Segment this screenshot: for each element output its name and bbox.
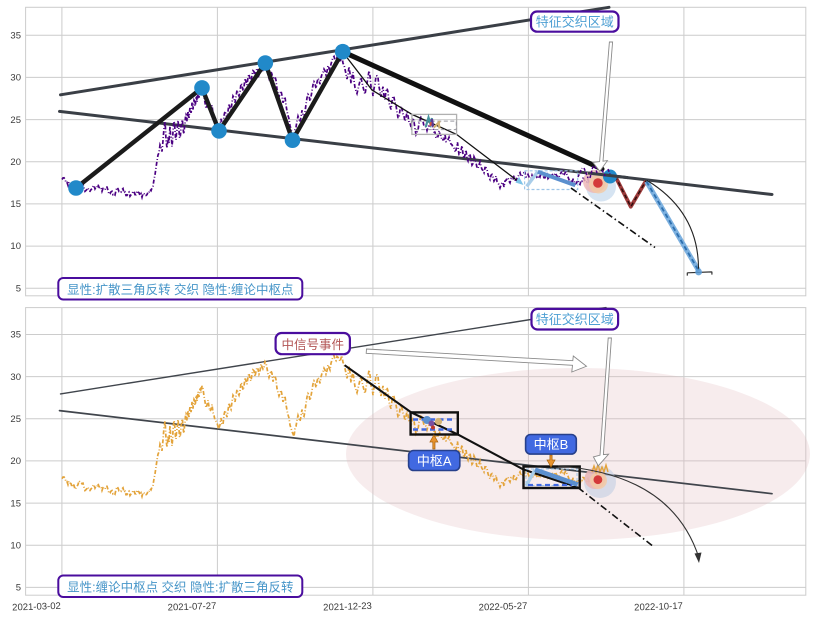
svg-text:30: 30 <box>10 372 21 383</box>
svg-text:2022-10-17: 2022-10-17 <box>634 601 683 614</box>
svg-text:5: 5 <box>16 283 21 294</box>
svg-text:30: 30 <box>10 73 21 84</box>
svg-text:25: 25 <box>10 115 21 126</box>
svg-text:中枢A: 中枢A <box>417 453 452 468</box>
svg-text:25: 25 <box>10 414 21 425</box>
svg-text:显性:缠论中枢点 交织 隐性:扩散三角反转: 显性:缠论中枢点 交织 隐性:扩散三角反转 <box>67 579 293 594</box>
svg-text:10: 10 <box>10 541 21 552</box>
svg-text:2021-12-23: 2021-12-23 <box>323 601 372 614</box>
svg-text:10: 10 <box>10 241 21 252</box>
svg-text:特征交织区域: 特征交织区域 <box>536 312 614 327</box>
svg-text:2021-07-27: 2021-07-27 <box>168 601 217 614</box>
svg-text:2022-05-27: 2022-05-27 <box>479 601 528 614</box>
svg-text:显性:扩散三角反转 交织 隐性:缠论中枢点: 显性:扩散三角反转 交织 隐性:缠论中枢点 <box>67 282 293 297</box>
svg-text:15: 15 <box>10 199 21 210</box>
svg-text:中信号事件: 中信号事件 <box>281 337 344 352</box>
svg-text:中枢B: 中枢B <box>534 437 569 452</box>
svg-text:15: 15 <box>10 498 21 509</box>
svg-text:20: 20 <box>10 456 21 467</box>
svg-text:特征交织区域: 特征交织区域 <box>536 15 614 30</box>
svg-text:35: 35 <box>10 330 21 341</box>
svg-text:5: 5 <box>16 583 21 594</box>
svg-text:35: 35 <box>10 31 21 42</box>
svg-text:20: 20 <box>10 157 21 168</box>
svg-text:2021-03-02: 2021-03-02 <box>12 601 61 614</box>
